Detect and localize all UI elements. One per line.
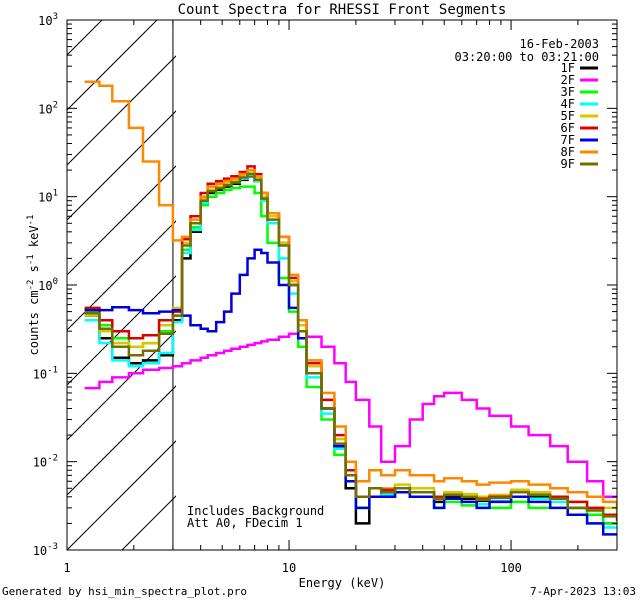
y-tick-label: 100 <box>38 277 58 293</box>
hatch-line <box>67 385 176 496</box>
y-axis-label: counts cm-2 s-1 keV-1 <box>26 215 41 356</box>
hatch-line <box>67 440 176 550</box>
x-tick-label: 10 <box>282 561 296 575</box>
x-tick-label: 1 <box>63 561 70 575</box>
series-lines <box>84 80 617 536</box>
series-7F <box>84 248 617 536</box>
legend-label-3F: 3F <box>561 85 575 99</box>
plot-area <box>67 20 617 550</box>
observation-time-range: 03:20:00 to 03:21:00 <box>455 50 600 64</box>
axis-ticks: 1 10 100 10-3 10-2 10-1 100 101 102 103 <box>33 12 618 575</box>
footer-timestamp: 7-Apr-2023 13:03 <box>530 585 636 598</box>
y-tick-label: 10-2 <box>33 454 58 470</box>
hatch-line <box>67 220 176 331</box>
legend-label-4F: 4F <box>561 97 575 111</box>
annotation-background: Includes Background <box>187 504 324 518</box>
legend-label-7F: 7F <box>561 133 575 147</box>
footer-generated-by: Generated by hsi_min_spectra_plot.pro <box>2 585 248 598</box>
y-tick-label: 103 <box>38 12 58 28</box>
hatch-line <box>67 275 176 386</box>
x-axis-label: Energy (keV) <box>299 576 386 590</box>
y-tick-label: 10-3 <box>33 542 58 558</box>
hatch-line <box>617 20 640 550</box>
annotation-attenuator: Att A0, FDecim 1 <box>187 516 303 530</box>
hatch-line <box>67 55 176 166</box>
legend-label-6F: 6F <box>561 121 575 135</box>
observation-date: 16-Feb-2003 <box>520 37 599 51</box>
series-8F <box>84 80 617 510</box>
legend-label-8F: 8F <box>561 145 575 159</box>
x-tick-label: 100 <box>500 561 522 575</box>
legend-label-2F: 2F <box>561 73 575 87</box>
legend-label-1F: 1F <box>561 61 575 75</box>
chart-title: Count Spectra for RHESSI Front Segments <box>178 2 507 18</box>
y-tick-label: 102 <box>38 100 58 116</box>
legend-label-5F: 5F <box>561 109 575 123</box>
y-tick-label: 101 <box>38 189 58 205</box>
series-9F <box>84 172 617 522</box>
legend-label-9F: 9F <box>561 157 575 171</box>
y-tick-label: 10-1 <box>33 365 58 381</box>
